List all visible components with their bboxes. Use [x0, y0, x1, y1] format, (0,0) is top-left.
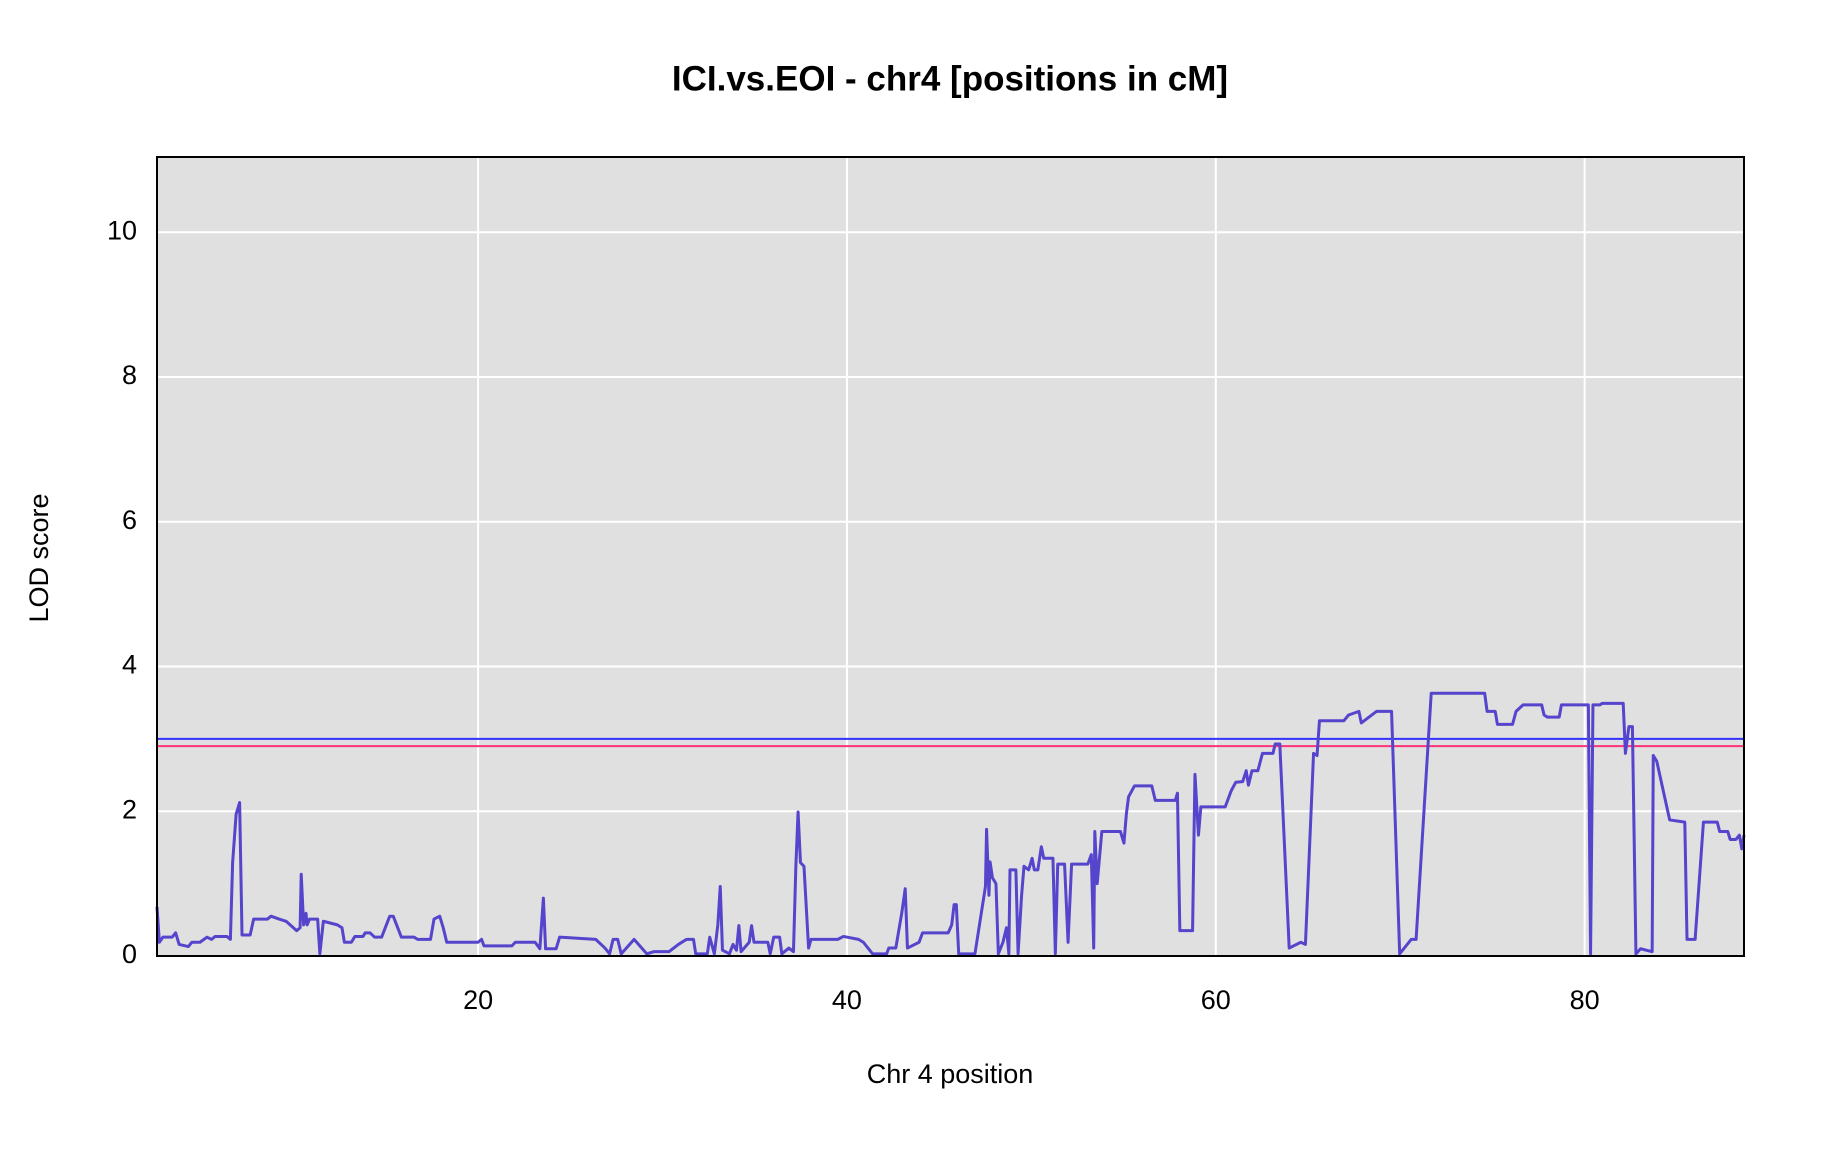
y-tick-label: 8 [122, 360, 137, 390]
y-tick-label: 4 [122, 650, 137, 680]
x-tick-label: 40 [832, 985, 862, 1015]
lod-line [155, 691, 1746, 956]
y-axis-label: LOD score [24, 493, 54, 622]
x-tick-label: 60 [1201, 985, 1231, 1015]
y-tick-label: 6 [122, 505, 137, 535]
plot-frame [156, 156, 1745, 957]
y-tick-label: 0 [122, 939, 137, 969]
x-axis-label: Chr 4 position [867, 1059, 1034, 1089]
y-tick-label: 2 [122, 794, 137, 824]
chart-title: ICI.vs.EOI - chr4 [positions in cM] [672, 59, 1228, 98]
y-tick-label: 10 [107, 215, 137, 245]
x-tick-label: 20 [463, 985, 493, 1015]
plot-background [157, 157, 1744, 956]
x-tick-label: 80 [1570, 985, 1600, 1015]
